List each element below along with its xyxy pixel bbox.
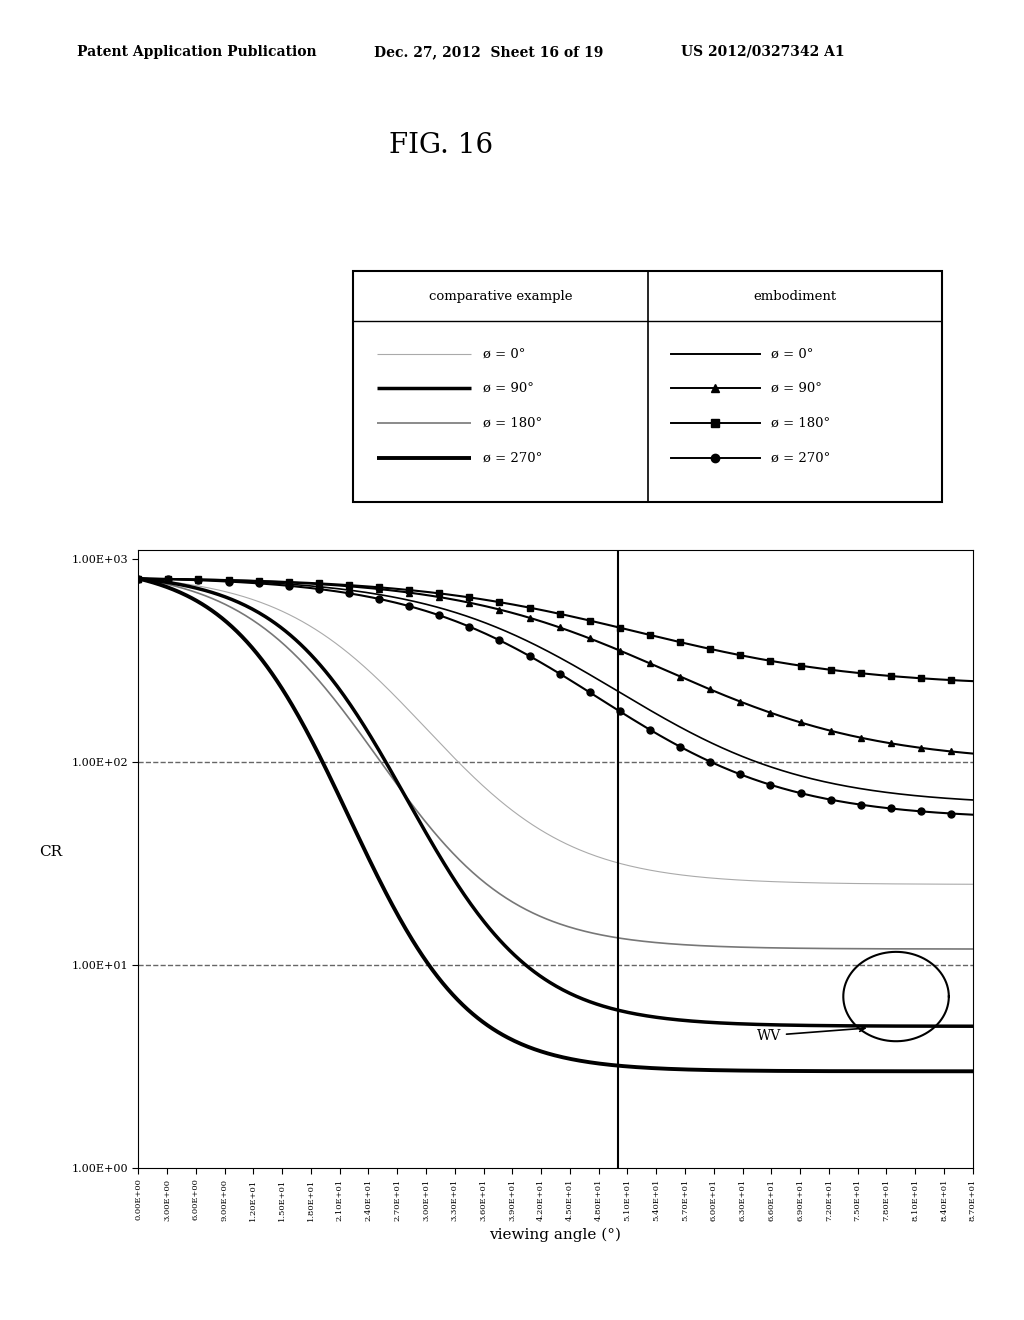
Text: comparative example: comparative example [429, 289, 572, 302]
Text: FIG. 16: FIG. 16 [389, 132, 494, 158]
Text: ø = 90°: ø = 90° [483, 381, 534, 395]
Text: Patent Application Publication: Patent Application Publication [77, 45, 316, 59]
X-axis label: viewing angle (°): viewing angle (°) [489, 1228, 622, 1242]
Text: ø = 270°: ø = 270° [483, 451, 542, 465]
Y-axis label: CR: CR [39, 845, 61, 859]
Text: embodiment: embodiment [754, 289, 837, 302]
Text: Dec. 27, 2012  Sheet 16 of 19: Dec. 27, 2012 Sheet 16 of 19 [374, 45, 603, 59]
Text: ø = 90°: ø = 90° [771, 381, 822, 395]
Text: WV: WV [757, 1026, 865, 1043]
Text: ø = 0°: ø = 0° [483, 347, 525, 360]
Text: ø = 180°: ø = 180° [771, 417, 830, 429]
Text: ø = 180°: ø = 180° [483, 417, 542, 429]
Text: ø = 0°: ø = 0° [771, 347, 814, 360]
Text: US 2012/0327342 A1: US 2012/0327342 A1 [681, 45, 845, 59]
Text: ø = 270°: ø = 270° [771, 451, 830, 465]
